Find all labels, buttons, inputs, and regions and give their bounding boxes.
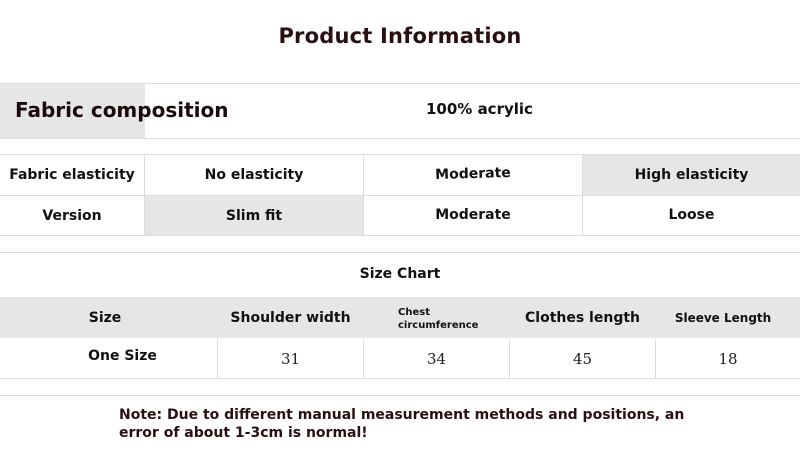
size-chart-header-row — [0, 297, 800, 338]
elasticity-option-high: High elasticity — [583, 155, 800, 195]
divider — [0, 138, 800, 139]
divider — [363, 155, 364, 235]
version-option-slim: Slim fit — [145, 196, 363, 235]
elasticity-option-moderate: Moderate — [364, 152, 583, 196]
version-label: Version — [42, 207, 102, 224]
shoulder-width-header-label: Shoulder width — [230, 309, 351, 326]
size-chart-title: Size Chart — [0, 260, 800, 288]
page-title: Product Information — [278, 24, 522, 48]
size-header-label: Size — [88, 309, 122, 326]
divider — [0, 195, 800, 196]
shoulder-width-value-cell: 31 — [218, 339, 363, 378]
divider — [0, 252, 800, 253]
version-option-slim-label: Slim fit — [225, 207, 283, 224]
size-header: Size — [0, 297, 210, 338]
divider — [509, 339, 510, 378]
elasticity-label: Fabric elasticity — [9, 167, 135, 183]
sleeve-length-header: Sleeve Length — [656, 297, 790, 338]
version-option-moderate-label: Moderate — [435, 206, 511, 223]
measurement-note: Note: Due to different manual measuremen… — [119, 407, 685, 441]
shoulder-width-header: Shoulder width — [218, 297, 363, 338]
divider — [217, 339, 218, 378]
elasticity-option-none: No elasticity — [145, 155, 363, 195]
elasticity-option-none-label: No elasticity — [204, 167, 304, 183]
divider — [0, 154, 800, 155]
version-label-cell: Version — [0, 196, 144, 235]
size-value: One Size — [88, 348, 157, 364]
chest-header-label: Chest circumference — [398, 307, 479, 331]
table-row-size: One Size — [30, 339, 215, 373]
divider — [0, 378, 800, 379]
version-option-loose-label: Loose — [668, 206, 715, 223]
version-option-loose: Loose — [583, 196, 800, 233]
chest-value: 34 — [426, 349, 447, 368]
divider — [0, 235, 800, 236]
divider — [582, 155, 583, 235]
divider — [144, 155, 145, 235]
divider — [363, 339, 364, 378]
size-chart-title-text: Size Chart — [359, 266, 441, 282]
elasticity-option-moderate-label: Moderate — [434, 165, 511, 183]
clothes-length-header-label: Clothes length — [525, 309, 640, 326]
sleeve-length-header-label: Sleeve Length — [674, 310, 772, 325]
elasticity-label-cell: Fabric elasticity — [0, 155, 144, 195]
fabric-composition-label-cell: Fabric composition — [0, 84, 229, 138]
sleeve-length-value-cell: 18 — [656, 339, 800, 378]
sleeve-length-value: 18 — [718, 349, 738, 368]
fabric-composition-label: Fabric composition — [15, 98, 229, 122]
clothes-length-header: Clothes length — [510, 297, 655, 338]
divider — [655, 339, 656, 378]
divider — [0, 395, 800, 396]
fabric-composition-value: 100% acrylic — [426, 100, 533, 118]
clothes-length-value-cell: 45 — [510, 339, 655, 378]
divider — [0, 83, 800, 84]
shoulder-width-value: 31 — [280, 349, 301, 368]
elasticity-option-high-label: High elasticity — [634, 167, 749, 183]
clothes-length-value: 45 — [572, 349, 593, 368]
chest-value-cell: 34 — [364, 339, 509, 378]
version-option-moderate: Moderate — [364, 196, 582, 233]
